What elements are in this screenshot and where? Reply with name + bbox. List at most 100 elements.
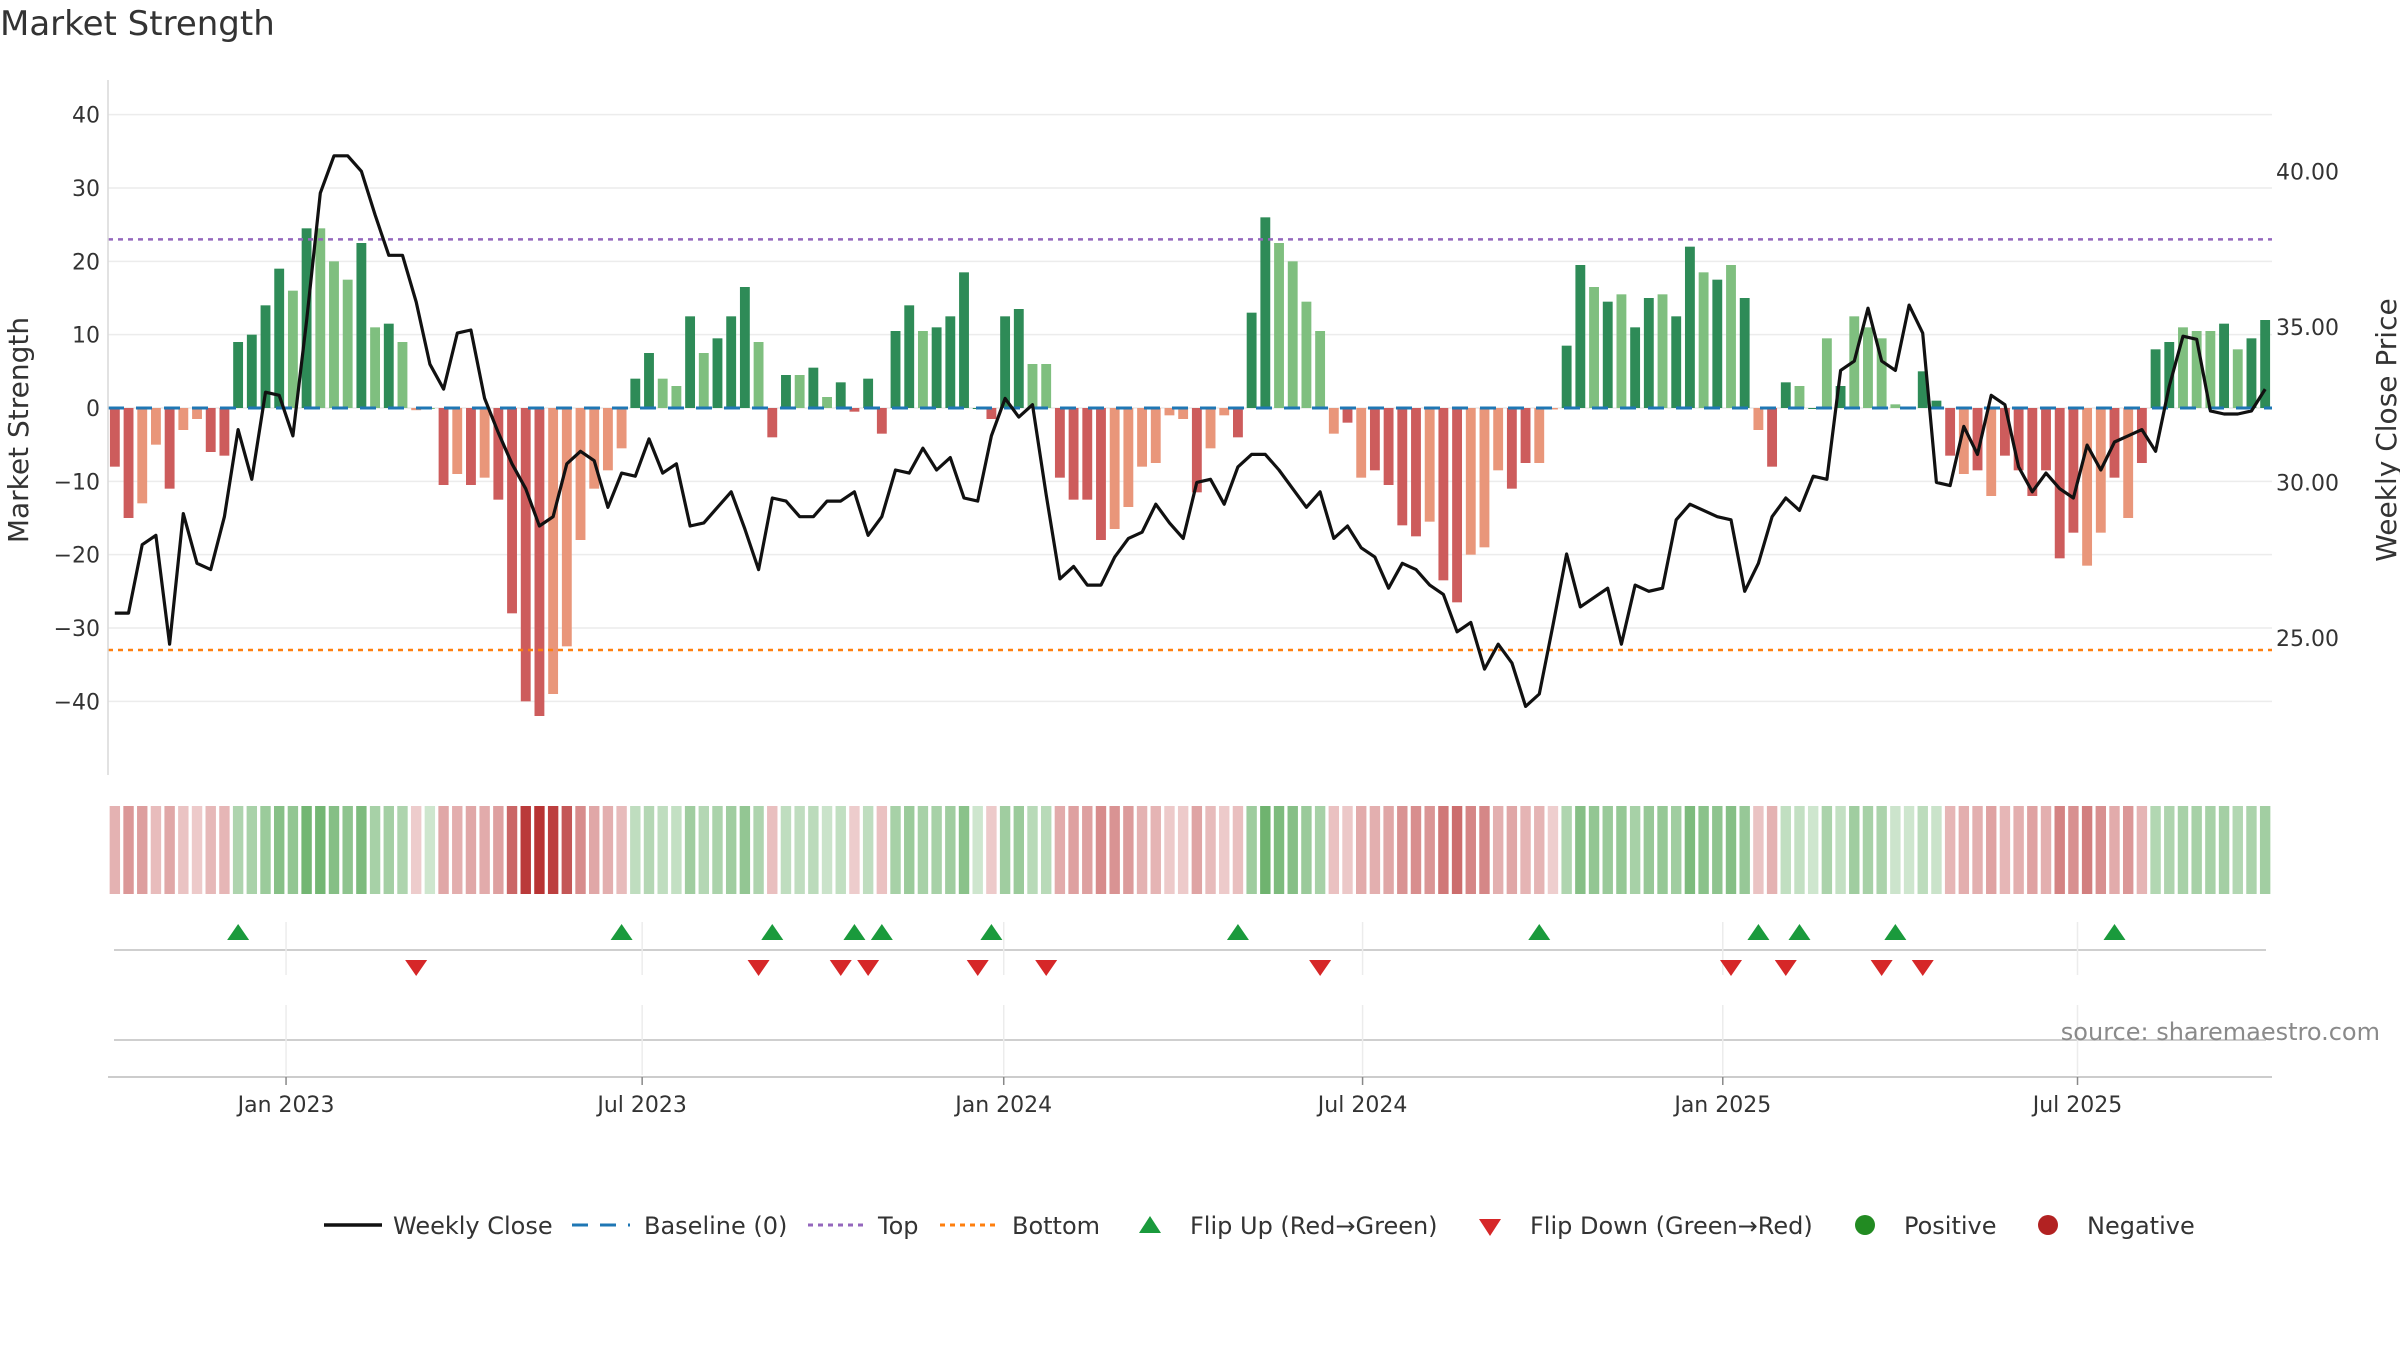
y2-tick-label: 25.00 [2276, 627, 2339, 652]
strength-bar [1369, 408, 1380, 471]
strength-bar [1575, 265, 1586, 408]
regime-cell [849, 806, 860, 894]
regime-cell [356, 806, 367, 894]
regime-cell [1986, 806, 1997, 894]
strength-bar [1780, 382, 1791, 408]
strength-bar [959, 272, 969, 408]
strength-bar [1999, 408, 2010, 456]
x-tick-label: Jan 2024 [953, 1093, 1052, 1118]
regime-cell [602, 806, 614, 894]
chart-title: Market Strength [0, 4, 275, 44]
strength-bar [1274, 243, 1284, 408]
regime-cell [1479, 806, 1490, 894]
strength-bar [1328, 408, 1339, 434]
regime-cell [2068, 806, 2079, 894]
regime-cell [1671, 806, 1682, 894]
strength-bar [2136, 408, 2147, 463]
strength-bar [1945, 408, 1956, 456]
regime-cell [1136, 806, 1148, 894]
strength-bar [1548, 408, 1558, 410]
regime-cell [2177, 806, 2189, 894]
regime-cell [1246, 806, 1257, 894]
strength-bars [109, 217, 2271, 716]
strength-bar [1958, 408, 1969, 474]
regime-cell [1890, 806, 1901, 894]
regime-cell [1547, 806, 1559, 894]
legend-label: Negative [2087, 1212, 2195, 1240]
strength-bar [616, 408, 627, 449]
strength-bar [466, 408, 476, 485]
regime-cell [862, 806, 874, 894]
strength-bar [794, 375, 805, 408]
strength-bar [1726, 265, 1736, 408]
strength-bar [1616, 294, 1627, 408]
regime-cell [246, 806, 258, 894]
regime-cell [2013, 806, 2024, 894]
regime-cell [1273, 806, 1285, 894]
regime-cell [2109, 806, 2120, 894]
regime-cell [520, 806, 531, 894]
regime-cell [438, 806, 449, 894]
regime-cell [2040, 806, 2052, 894]
regime-cell [465, 806, 477, 894]
regime-cell [643, 806, 655, 894]
regime-cell [123, 806, 134, 894]
regime-cell [1629, 806, 1641, 894]
flip-up-marker [227, 924, 250, 940]
strength-bar [1438, 408, 1449, 581]
regime-cell [753, 806, 764, 894]
x-tick-label: Jul 2025 [2031, 1093, 2123, 1118]
regime-cell [1931, 806, 1942, 894]
strength-bar [1356, 408, 1367, 478]
strength-bar [1013, 309, 1024, 408]
strength-bar [356, 243, 367, 408]
strength-bar [1123, 408, 1134, 507]
strength-bar [219, 408, 230, 456]
regime-cell [972, 806, 983, 894]
strength-bar [753, 342, 764, 408]
regime-cell [1725, 806, 1737, 894]
strength-bar [698, 353, 709, 408]
strength-bar [397, 342, 408, 408]
regime-cell [876, 806, 888, 894]
strength-bar [2123, 408, 2134, 518]
flip-down-marker [1720, 960, 1742, 976]
flip-markers [114, 922, 2266, 1075]
weekly-close-line [114, 154, 2267, 709]
legend-label: Flip Up (Red→Green) [1190, 1212, 1438, 1240]
regime-cell [150, 806, 162, 894]
regime-cell [342, 806, 353, 894]
regime-cell [1328, 806, 1340, 894]
y2-tick-label: 30.00 [2276, 471, 2339, 496]
strength-bar [1383, 408, 1394, 485]
strength-bar [1342, 408, 1353, 423]
strength-bar [1520, 408, 1531, 463]
regime-cell [999, 806, 1011, 894]
regime-cell [2246, 806, 2257, 894]
regime-cell [1712, 806, 1723, 894]
strength-bar [2260, 320, 2271, 408]
strength-bar [1178, 408, 1189, 419]
strength-bar [2178, 327, 2188, 408]
strength-bar [1068, 408, 1079, 500]
legend-swatch-negative [2038, 1215, 2058, 1235]
strength-bar [315, 228, 326, 408]
regime-cell [1205, 806, 1216, 894]
strength-bar [2232, 349, 2243, 408]
strength-bar [548, 408, 559, 694]
strength-bar [1643, 298, 1654, 408]
strength-bar [1602, 301, 1613, 408]
regime-cell [1561, 806, 1572, 894]
strength-bar [1260, 217, 1271, 408]
regime-cell [328, 806, 340, 894]
regime-cell [1917, 806, 1928, 894]
strength-bar [2150, 349, 2161, 408]
strength-bar [781, 375, 791, 408]
regime-cell [1342, 806, 1353, 894]
regime-cell [1588, 806, 1600, 894]
regime-cell [301, 806, 312, 894]
strength-bar [863, 378, 874, 408]
legend-swatch-positive [1855, 1215, 1875, 1235]
regime-cell [1177, 806, 1189, 894]
strength-bar [123, 408, 134, 518]
